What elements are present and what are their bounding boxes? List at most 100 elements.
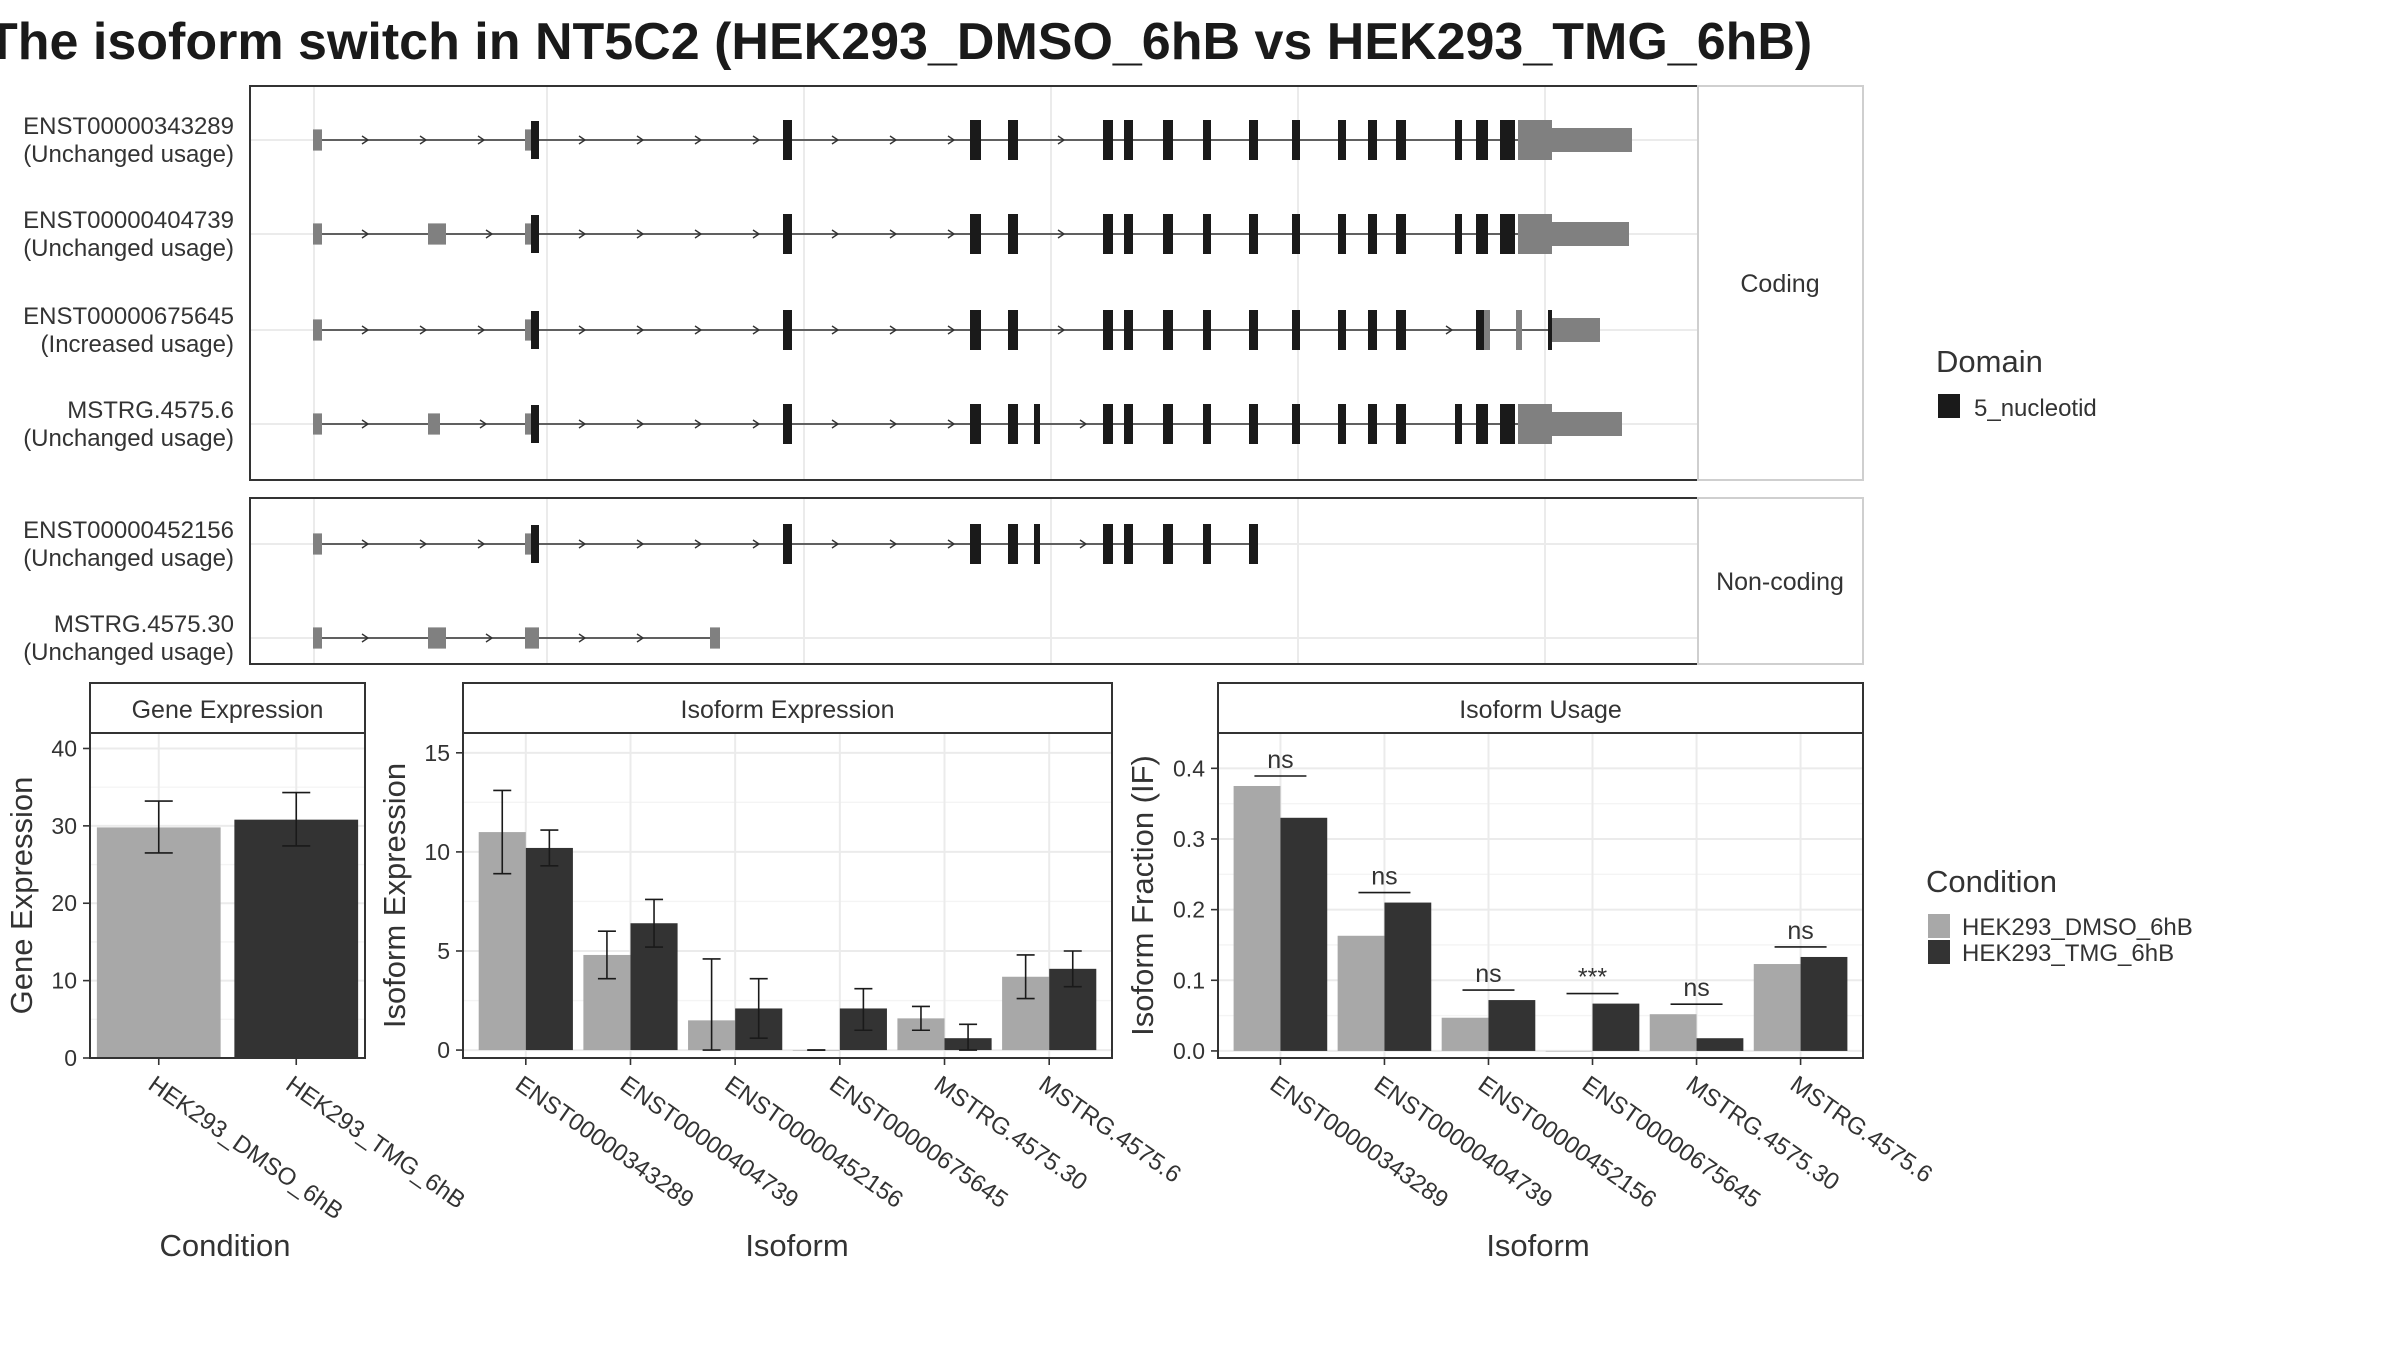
bar-ENST00000343289-HEK293_DMSO_6hB <box>1233 785 1281 1051</box>
utr-exon <box>525 223 531 245</box>
domain-exon <box>1103 524 1113 564</box>
intron-arrow-icon <box>636 229 645 239</box>
domain-exon <box>1292 214 1300 254</box>
intron-arrow-icon <box>477 325 486 335</box>
x-axis-title: Condition <box>160 1228 291 1263</box>
domain-exon <box>531 525 539 563</box>
domain-exon <box>1338 310 1346 350</box>
domain-exon <box>1008 214 1018 254</box>
bar-ENST00000404739-HEK293_TMG_6hB <box>1384 902 1432 1051</box>
bar-ENST00000452156-HEK293_TMG_6hB <box>1488 1000 1536 1051</box>
significance-label: ns <box>1267 746 1293 774</box>
domain-exon <box>970 214 981 254</box>
domain-exon <box>1008 120 1018 160</box>
domain-exon <box>1292 404 1300 444</box>
domain-exon <box>1338 120 1346 160</box>
domain-exon <box>1292 120 1300 160</box>
utr-exon <box>313 129 322 151</box>
intron-arrow-icon <box>752 135 761 145</box>
significance-label: *** <box>1578 964 1607 992</box>
panel-border <box>462 732 1113 1059</box>
domain-exon <box>1008 404 1018 444</box>
domain-exon <box>783 404 792 444</box>
domain-exon <box>1338 214 1346 254</box>
significance-label: ns <box>1787 917 1813 945</box>
domain-exon <box>1455 404 1462 444</box>
intron-arrow-icon <box>636 419 645 429</box>
domain-exon <box>1249 310 1258 350</box>
condition-legend-label: HEK293_DMSO_6hB <box>1962 914 2193 941</box>
bar-ENST00000404739-HEK293_DMSO_6hB <box>1337 935 1385 1051</box>
structure-panel-background <box>250 498 1698 664</box>
transcript-usage-ENST00000404739: (Unchanged usage) <box>23 235 234 262</box>
condition-legend-key <box>1928 914 1950 938</box>
y-axis-title: Gene Expression <box>4 777 39 1015</box>
y-tick-label: 15 <box>424 740 450 766</box>
intron-arrow-icon <box>889 229 898 239</box>
domain-exon <box>1124 214 1133 254</box>
y-tick-label: 0 <box>64 1045 77 1071</box>
facet-strip-label: Coding <box>1740 270 1819 298</box>
domain-exon <box>1203 214 1211 254</box>
intron-arrow-icon <box>578 325 587 335</box>
intron-arrow-icon <box>636 135 645 145</box>
domain-exon <box>1500 404 1515 444</box>
intron-arrow-icon <box>831 539 840 549</box>
y-tick-label: 0.4 <box>1173 755 1205 781</box>
domain-exon <box>1034 404 1040 444</box>
panel-title: Gene Expression <box>132 696 324 724</box>
intron-arrow-icon <box>947 419 956 429</box>
intron-arrow-icon <box>831 229 840 239</box>
intron-arrow-icon <box>361 229 370 239</box>
significance-label: ns <box>1683 974 1709 1002</box>
domain-exon <box>1103 120 1113 160</box>
bar-ENST00000343289-HEK293_TMG_6hB <box>1280 817 1328 1051</box>
intron-arrow-icon <box>889 135 898 145</box>
utr-exon <box>1552 318 1600 342</box>
intron-arrow-icon <box>831 325 840 335</box>
transcript-usage-MSTRG.4575.6: (Unchanged usage) <box>23 425 234 452</box>
panel-title: Isoform Usage <box>1459 696 1622 724</box>
domain-exon <box>1396 404 1406 444</box>
y-tick-label: 30 <box>51 813 77 839</box>
y-tick-label: 40 <box>51 735 77 761</box>
intron-arrow-icon <box>578 135 587 145</box>
intron-arrow-icon <box>419 325 428 335</box>
domain-legend-key <box>1938 394 1960 418</box>
x-tick-label: ENST00000452156 <box>720 1071 908 1214</box>
facet-strip-non-coding <box>1697 497 1864 665</box>
domain-exon <box>1455 120 1462 160</box>
domain-exon <box>1124 310 1133 350</box>
domain-exon <box>531 405 539 443</box>
domain-exon <box>1476 120 1488 160</box>
intron-arrow-icon <box>889 325 898 335</box>
x-tick-label: ENST00000675645 <box>824 1071 1012 1214</box>
intron-arrow-icon <box>694 325 703 335</box>
intron-arrow-icon <box>831 419 840 429</box>
domain-exon <box>1124 404 1133 444</box>
utr-exon <box>313 319 322 341</box>
domain-exon <box>531 121 539 159</box>
intron-arrow-icon <box>694 229 703 239</box>
intron-arrow-icon <box>889 419 898 429</box>
utr-exon <box>1484 310 1490 350</box>
intron-arrow-icon <box>752 325 761 335</box>
x-axis-title: Isoform <box>745 1228 848 1263</box>
x-axis-title: Isoform <box>1486 1228 1589 1263</box>
utr-exon <box>1518 214 1552 254</box>
significance-label: ns <box>1475 960 1501 988</box>
transcript-label-ENST00000343289: ENST00000343289 <box>23 113 234 140</box>
utr-exon <box>1552 128 1632 152</box>
domain-exon <box>1368 120 1377 160</box>
panel-border <box>89 732 366 1059</box>
intron-arrow-icon <box>361 633 370 643</box>
domain-exon <box>1368 214 1377 254</box>
utr-exon <box>1552 412 1622 436</box>
utr-exon <box>313 627 322 649</box>
domain-exon <box>1368 310 1377 350</box>
y-tick-label: 0.0 <box>1173 1038 1205 1064</box>
domain-exon <box>1203 404 1211 444</box>
domain-exon <box>1368 404 1377 444</box>
intron-arrow-icon <box>361 539 370 549</box>
transcript-label-ENST00000452156: ENST00000452156 <box>23 517 234 544</box>
